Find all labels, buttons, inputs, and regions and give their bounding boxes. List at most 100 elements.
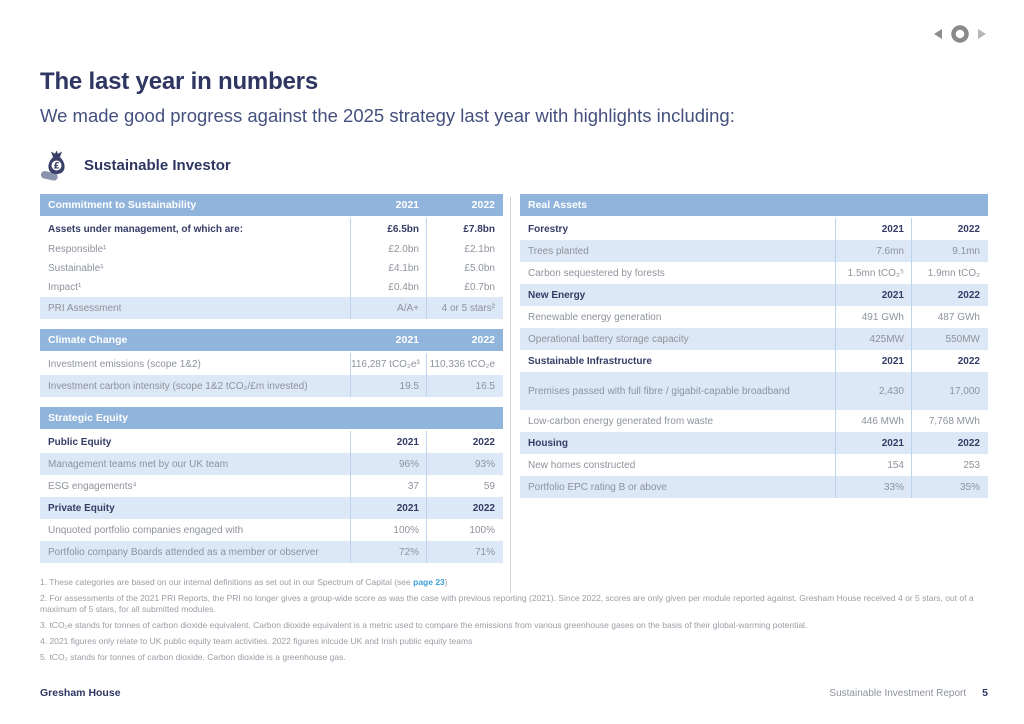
row-value-2021: 2,430 [878, 385, 904, 397]
footnote-4: 4. 2021 figures only relate to UK public… [40, 636, 473, 647]
column-header: 2021 [395, 334, 419, 346]
row-value-2021: £0.4bn [388, 282, 419, 293]
row-label: ESG engagements⁴ [48, 480, 137, 492]
row-value-2022: 2022 [472, 502, 495, 514]
row-value-2021: 2021 [396, 436, 419, 448]
row-value-2022: 550MW [945, 333, 980, 345]
footnotes: 1. These categories are based on our int… [40, 577, 988, 668]
column-divider-line [350, 218, 351, 319]
column-header: 2021 [395, 199, 419, 211]
row-value-2021: 2021 [881, 355, 904, 367]
row-value-2021: 491 GWh [861, 311, 904, 323]
row-value-2022: 2022 [957, 223, 980, 235]
row-label: Management teams met by our UK team [48, 458, 229, 470]
row-value-2021: 2021 [881, 437, 904, 449]
table-row: Operational battery storage capacity 425M… [520, 328, 988, 350]
column-divider-line [835, 218, 836, 498]
row-value-2022: 110,336 tCO₂e [429, 358, 495, 370]
column-divider-line [426, 431, 427, 563]
table-row: Portfolio EPC rating B or above 33% 35% [520, 476, 988, 498]
row-value-2022: 2022 [957, 437, 980, 449]
row-value-2022: 9.1mn [952, 245, 980, 257]
footnote-2: 2. For assessments of the 2021 PRI Repor… [40, 593, 974, 615]
table-header: Real Assets [520, 194, 988, 216]
row-value-2021: 72% [398, 546, 419, 558]
row-value-2022: 253 [963, 459, 980, 471]
row-value-2022: 4 or 5 stars² [441, 302, 495, 314]
row-label: PRI Assessment [48, 302, 122, 314]
row-value-2022: 100% [469, 524, 495, 536]
row-value-2021: 1.5mn tCO₂⁵ [847, 267, 904, 279]
row-value-2021: 2021 [881, 223, 904, 235]
table-title: Strategic Equity [48, 412, 128, 424]
row-label: Operational battery storage capacity [528, 333, 689, 345]
table-row: Unquoted portfolio companies engaged wit… [40, 519, 503, 541]
report-title: Sustainable Investment Report [829, 688, 967, 699]
row-value-2021: £2.0bn [388, 244, 419, 255]
row-label: Housing [528, 437, 568, 449]
row-value-2021: A/A+ [397, 302, 419, 314]
row-value-2021: 100% [393, 524, 419, 536]
table-commitment-to-sustainability: Commitment to Sustainability 2021 2022 Asse… [40, 194, 503, 319]
previous-page-icon[interactable] [932, 27, 943, 41]
row-value-2021: 116,287 tCO₂e³ [351, 358, 420, 370]
row-label: Portfolio EPC rating B or above [528, 481, 667, 493]
table-body: Public Equity 2021 2022 Management teams me… [40, 431, 503, 563]
column-divider-line [426, 218, 427, 319]
column-divider-line [350, 353, 351, 397]
row-value-2022: 1.9mn tCO₂ [927, 267, 980, 279]
table-row: Low-carbon energy generated from waste 44… [520, 410, 988, 432]
table-real-assets: Real Assets Forestry 2021 2022 Trees planted… [520, 194, 988, 498]
tables-area: Commitment to Sustainability 2021 2022 Asse… [40, 194, 988, 573]
footnote-1: 1. These categories are based on our int… [40, 577, 988, 588]
footnote-5: 5. tCO₂ stands for tonnes of carbon diox… [40, 652, 346, 663]
footnote-1-text-end: ) [444, 577, 448, 587]
table-header: Climate Change 2021 2022 [40, 329, 503, 351]
row-label: New Energy [528, 289, 586, 301]
table-row: Investment emissions (scope 1&2) 116,287 … [40, 353, 503, 375]
row-value-2022: £5.0bn [464, 263, 495, 274]
row-label: Investment carbon intensity (scope 1&2 t… [48, 380, 308, 392]
column-divider-line [350, 431, 351, 563]
column-divider-line [911, 218, 912, 498]
table-row: Public Equity 2021 2022 [40, 431, 503, 453]
table-row: Housing 2021 2022 [520, 432, 988, 454]
row-label: Assets under management, of which are: [48, 223, 244, 235]
table-header: Strategic Equity [40, 407, 503, 429]
row-label: Portfolio company Boards attended as a m… [48, 546, 319, 558]
table-row: New homes constructed 154 253 [520, 454, 988, 476]
next-page-icon[interactable] [977, 27, 988, 41]
home-icon[interactable] [950, 24, 970, 44]
table-row: Carbon sequestered by forests 1.5mn tCO₂⁵… [520, 262, 988, 284]
brand-name: Gresham House [40, 687, 121, 699]
row-value-2022: 2022 [957, 355, 980, 367]
row-label: Impact¹ [48, 282, 82, 293]
column-divider-rule [510, 197, 511, 593]
table-body: Forestry 2021 2022 Trees planted 7.6mn 9.1mn C… [520, 218, 988, 498]
row-value-2021: 2021 [881, 289, 904, 301]
row-value-2021: 446 MWh [861, 415, 904, 427]
row-value-2022: £0.7bn [464, 282, 495, 293]
table-row: Forestry 2021 2022 [520, 218, 988, 240]
page-subtitle: We made good progress against the 2025 s… [40, 105, 735, 126]
page-23-link[interactable]: page 23 [413, 577, 445, 587]
row-label: Responsible¹ [48, 244, 107, 255]
table-row: Impact¹ £0.4bn £0.7bn [40, 278, 503, 297]
row-value-2021: £4.1bn [388, 263, 419, 274]
money-bag-icon: £ [40, 150, 65, 181]
table-row: Responsible¹ £2.0bn £2.1bn [40, 240, 503, 259]
table-row: New Energy 2021 2022 [520, 284, 988, 306]
row-value-2022: 7,768 MWh [928, 415, 980, 427]
row-label: Sustainable Infrastructure [528, 355, 652, 367]
row-value-2022: £2.1bn [464, 244, 495, 255]
svg-text:£: £ [53, 162, 59, 172]
row-value-2022: 71% [474, 546, 495, 558]
row-value-2021: 154 [887, 459, 904, 471]
table-row: Sustainable¹ £4.1bn £5.0bn [40, 259, 503, 278]
table-row: Renewable energy generation 491 GWh 487 GW… [520, 306, 988, 328]
page-footer: Gresham House Sustainable Investment Rep… [40, 687, 988, 699]
row-label: Carbon sequestered by forests [528, 267, 665, 279]
column-header: 2022 [471, 334, 495, 346]
table-row: Portfolio company Boards attended as a m… [40, 541, 503, 563]
table-row: PRI Assessment A/A+ 4 or 5 stars² [40, 297, 503, 319]
